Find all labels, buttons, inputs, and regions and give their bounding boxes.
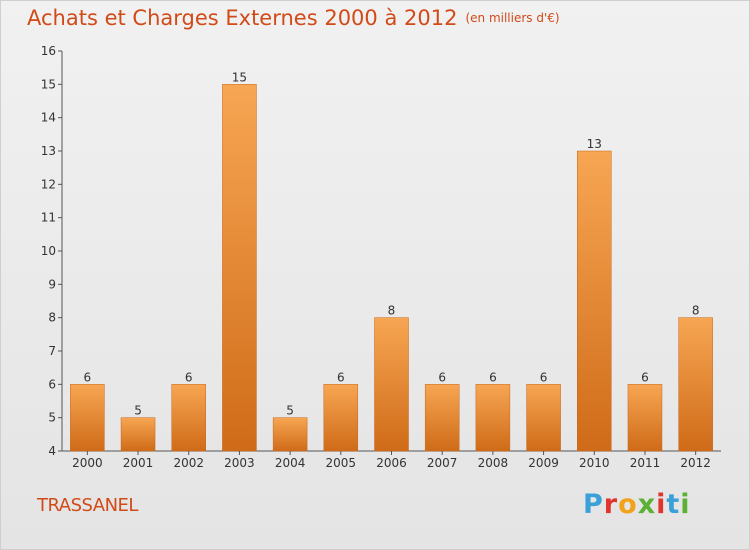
x-tick-label: 2011 — [630, 456, 661, 470]
bar-value-label: 13 — [587, 137, 602, 151]
bar-value-label: 6 — [337, 370, 345, 384]
bar — [577, 150, 612, 452]
logo-letter: r — [603, 489, 619, 520]
bar — [323, 384, 359, 452]
bar-value-label: 6 — [185, 370, 193, 384]
bar — [526, 384, 561, 452]
x-tick-label: 2003 — [224, 456, 255, 470]
y-tick-label: 9 — [48, 277, 56, 291]
x-tick-label: 2005 — [326, 456, 357, 470]
commune-name: TRASSANEL — [37, 495, 138, 516]
y-tick-label: 13 — [41, 144, 56, 158]
bar — [171, 384, 206, 452]
x-tick-label: 2002 — [173, 456, 204, 470]
chart-subtitle: (en milliers d'€) — [465, 11, 560, 25]
x-tick-label: 2010 — [579, 456, 610, 470]
x-tick-label: 2008 — [478, 456, 509, 470]
bar-value-label: 6 — [540, 370, 548, 384]
bar-value-label: 8 — [692, 304, 700, 318]
logo-letter: P — [583, 489, 604, 520]
y-tick-label: 8 — [48, 311, 56, 325]
logo-letter: t — [666, 489, 681, 520]
y-tick-label: 11 — [41, 211, 56, 225]
chart-title: Achats et Charges Externes 2000 à 2012 (e… — [27, 6, 560, 30]
bar — [120, 417, 156, 452]
y-tick-label: 16 — [41, 44, 56, 58]
x-tick-label: 2007 — [427, 456, 458, 470]
bar-value-label: 5 — [134, 404, 142, 418]
y-tick-label: 5 — [48, 411, 56, 425]
proxiti-logo: Proxiti — [583, 489, 691, 520]
bar — [475, 384, 511, 452]
bar-value-label: 15 — [232, 70, 247, 84]
x-tick-label: 2009 — [528, 456, 559, 470]
bar — [627, 384, 663, 452]
x-tick-label: 2004 — [275, 456, 306, 470]
bar — [678, 317, 713, 452]
y-tick-label: 15 — [41, 77, 56, 91]
bar-value-label: 8 — [388, 304, 396, 318]
data-labels: 6 5 6 15 5 6 8 6 6 6 13 6 8 — [84, 70, 700, 417]
y-tick-label: 4 — [48, 444, 56, 458]
bar — [272, 417, 308, 452]
bar-series — [70, 84, 713, 452]
bar — [374, 317, 409, 452]
x-axis: 2000 2001 2002 2003 2004 2005 2006 2007 2008 2009… — [72, 451, 711, 470]
y-tick-label: 12 — [41, 177, 56, 191]
bar-value-label: 6 — [438, 370, 446, 384]
logo-letter: x — [637, 489, 657, 520]
y-tick-label: 10 — [41, 244, 56, 258]
bar — [222, 84, 257, 452]
bar-value-label: 6 — [641, 370, 649, 384]
x-tick-label: 2012 — [680, 456, 711, 470]
y-tick-label: 7 — [48, 344, 56, 358]
logo-letter: o — [618, 489, 638, 520]
logo-letter: i — [680, 489, 691, 520]
logo-letter: i — [656, 489, 667, 520]
bar — [424, 384, 460, 452]
y-tick-label: 6 — [48, 377, 56, 391]
x-tick-label: 2006 — [376, 456, 407, 470]
x-tick-label: 2001 — [123, 456, 154, 470]
title-text: Achats et Charges Externes 2000 à 2012 — [27, 6, 458, 30]
bar-value-label: 6 — [84, 370, 92, 384]
x-tick-label: 2000 — [72, 456, 103, 470]
bar-value-label: 6 — [489, 370, 497, 384]
y-tick-label: 14 — [41, 111, 56, 125]
bar — [70, 384, 105, 452]
bar-value-label: 5 — [286, 404, 294, 418]
